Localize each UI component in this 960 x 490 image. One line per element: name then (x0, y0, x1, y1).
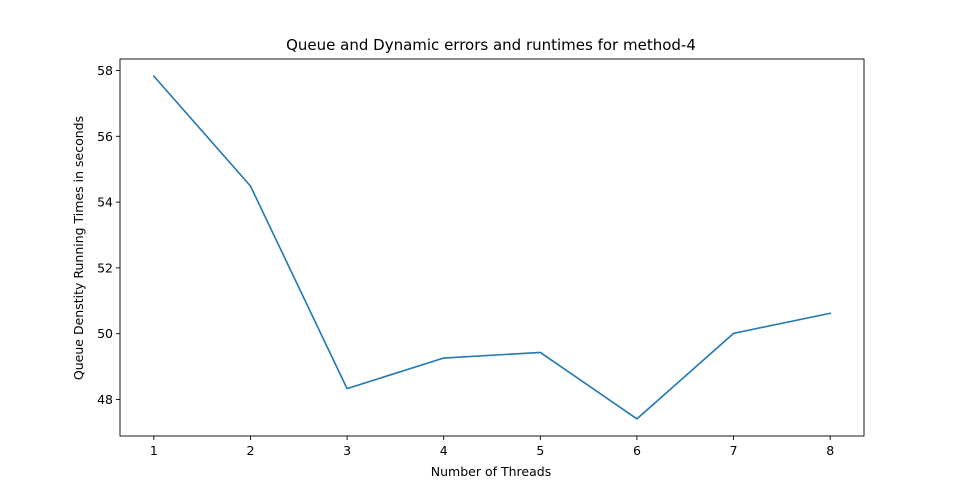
chart-title: Queue and Dynamic errors and runtimes fo… (286, 36, 696, 54)
y-tick-label: 50 (97, 326, 113, 341)
x-tick-label: 6 (633, 443, 641, 458)
axes-frame (119, 58, 865, 437)
x-tick-label: 4 (440, 443, 448, 458)
x-tick-label: 1 (150, 443, 158, 458)
y-tick-label: 48 (97, 392, 113, 407)
y-axis-label: Queue Denstity Running Times in seconds (71, 116, 86, 380)
y-tick-label: 52 (97, 260, 113, 275)
plot-area (119, 58, 865, 437)
x-tick-label: 5 (536, 443, 544, 458)
x-tick-label: 7 (730, 443, 738, 458)
x-tick-label: 3 (343, 443, 351, 458)
x-tick-label: 2 (246, 443, 254, 458)
series-line-0 (152, 74, 832, 420)
y-axis: 48 50 52 54 56 58 (97, 63, 120, 407)
x-tick-label: 8 (826, 443, 834, 458)
x-axis: 1 2 3 4 5 6 7 8 (150, 436, 834, 458)
y-tick-label: 56 (97, 129, 113, 144)
y-tick-label: 58 (97, 63, 113, 78)
x-axis-label: Number of Threads (431, 464, 551, 479)
y-tick-label: 54 (97, 195, 113, 210)
